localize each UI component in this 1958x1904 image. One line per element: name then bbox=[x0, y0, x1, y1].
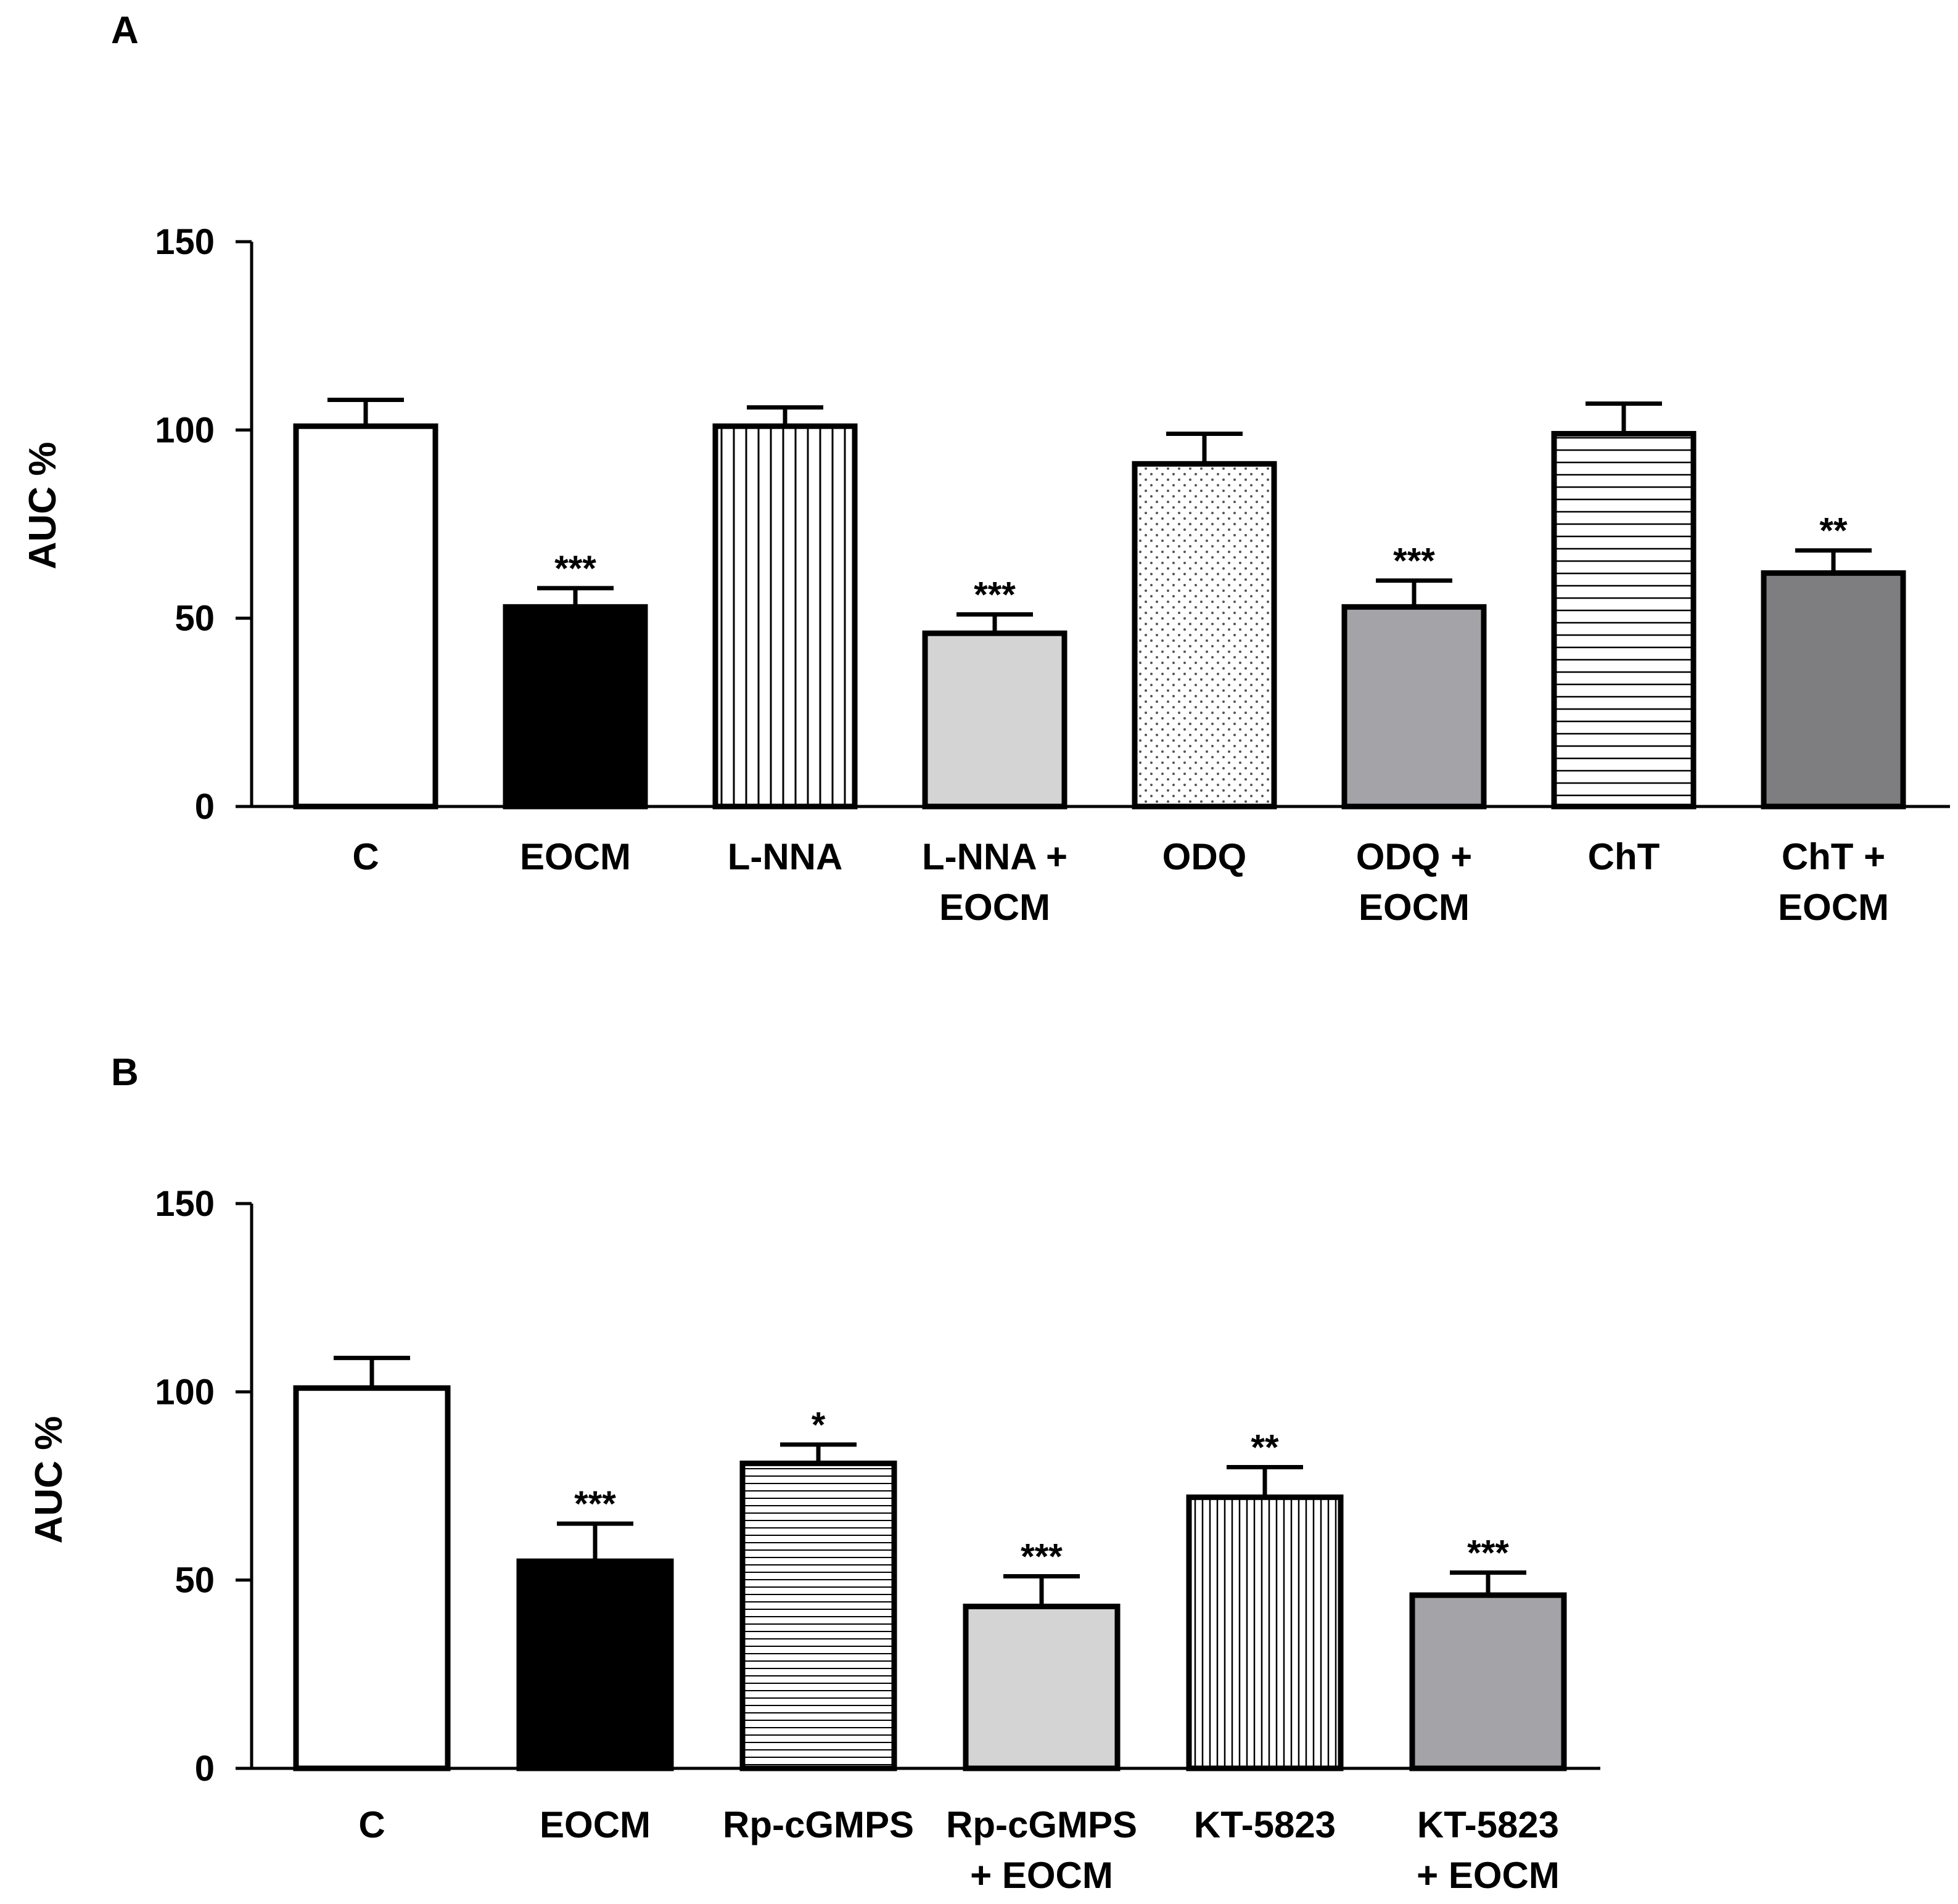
x-category-label: L-NNA bbox=[728, 836, 843, 877]
bar bbox=[712, 423, 858, 810]
bar bbox=[293, 423, 438, 810]
significance-mark: ** bbox=[1251, 1427, 1279, 1467]
x-axis-labels: C EOCM Rp-cGMPS Rp-cGMPS + EOCM KT-5823 KT-582… bbox=[358, 1804, 1560, 1896]
y-axis-title: AUC % bbox=[28, 1416, 70, 1544]
x-category-label: + EOCM bbox=[970, 1855, 1113, 1896]
x-category-label: ODQ + bbox=[1356, 836, 1472, 877]
panel-letter: A bbox=[111, 9, 139, 52]
bar bbox=[1186, 1494, 1344, 1771]
y-axis-title: AUC % bbox=[22, 442, 64, 570]
y-tick-label: 50 bbox=[175, 1561, 215, 1601]
y-axis-ticks: 0 50 100 150 bbox=[155, 222, 252, 827]
x-category-label: EOCM bbox=[939, 887, 1050, 928]
bars: *********** bbox=[293, 397, 1906, 810]
x-category-label: C bbox=[358, 1804, 385, 1845]
bar bbox=[739, 1460, 897, 1771]
significance-mark: *** bbox=[1467, 1533, 1509, 1573]
bar bbox=[516, 1558, 674, 1771]
significance-mark: *** bbox=[574, 1484, 616, 1524]
x-category-label: ChT bbox=[1588, 836, 1660, 877]
panel-letter: B bbox=[111, 1051, 139, 1094]
x-category-label: Rp-cGMPS bbox=[723, 1804, 914, 1845]
y-tick-label: 150 bbox=[155, 222, 215, 262]
x-category-label: ODQ bbox=[1162, 836, 1247, 877]
bar bbox=[1341, 604, 1487, 810]
x-category-label: C bbox=[352, 836, 379, 877]
y-tick-label: 0 bbox=[195, 787, 215, 827]
bars: ************ bbox=[293, 1355, 1567, 1771]
x-category-label: L-NNA + bbox=[922, 836, 1067, 877]
bar bbox=[922, 630, 1067, 810]
significance-mark: * bbox=[812, 1405, 826, 1445]
bar bbox=[1409, 1592, 1567, 1771]
significance-mark: *** bbox=[974, 575, 1016, 615]
significance-mark: *** bbox=[554, 549, 596, 589]
y-tick-label: 0 bbox=[195, 1749, 215, 1789]
significance-mark: ** bbox=[1819, 511, 1848, 551]
significance-mark: *** bbox=[1393, 541, 1435, 581]
bar bbox=[1551, 430, 1697, 810]
bar bbox=[503, 604, 648, 810]
bar bbox=[963, 1603, 1121, 1771]
x-category-label: KT-5823 bbox=[1417, 1804, 1559, 1845]
bar bbox=[293, 1385, 451, 1771]
x-category-label: Rp-cGMPS bbox=[946, 1804, 1137, 1845]
significance-mark: *** bbox=[1021, 1537, 1063, 1577]
x-category-label: ChT + bbox=[1782, 836, 1885, 877]
y-tick-label: 50 bbox=[175, 599, 215, 639]
y-tick-label: 150 bbox=[155, 1184, 215, 1224]
bar bbox=[1132, 461, 1277, 810]
y-tick-label: 100 bbox=[155, 410, 215, 450]
y-tick-label: 100 bbox=[155, 1372, 215, 1412]
x-category-label: EOCM bbox=[1359, 887, 1470, 928]
x-axis-labels: C EOCM L-NNA L-NNA + EOCM ODQ ODQ + EOCM ChT ChT … bbox=[352, 836, 1889, 928]
x-category-label: EOCM bbox=[520, 836, 631, 877]
bar bbox=[1761, 570, 1906, 810]
x-category-label: EOCM bbox=[1778, 887, 1889, 928]
x-category-label: EOCM bbox=[540, 1804, 651, 1845]
x-category-label: KT-5823 bbox=[1194, 1804, 1336, 1845]
y-axis-ticks: 0 50 100 150 bbox=[155, 1184, 252, 1789]
x-category-label: + EOCM bbox=[1417, 1855, 1560, 1896]
